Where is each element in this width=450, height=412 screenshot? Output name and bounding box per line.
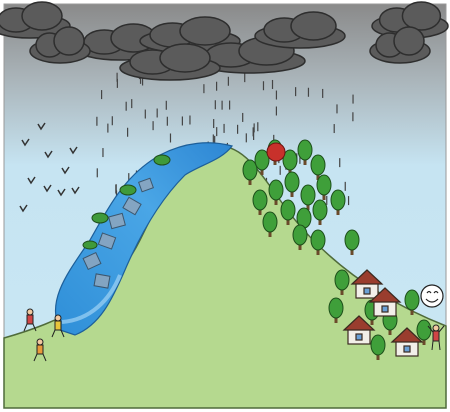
people — [23, 308, 445, 362]
houses — [342, 269, 424, 357]
smiley-bubble — [420, 284, 444, 308]
tree-crown — [328, 297, 344, 319]
tree-crown — [310, 229, 326, 251]
tree-crown — [297, 139, 313, 161]
cloud — [0, 1, 71, 39]
tree — [334, 269, 350, 295]
tree-crown — [404, 289, 420, 311]
cloud-puff — [21, 1, 63, 31]
cloud — [29, 26, 91, 64]
tree — [310, 229, 326, 255]
tree — [297, 139, 313, 165]
cloud-puff — [53, 26, 85, 56]
tree — [404, 289, 420, 315]
cloud — [254, 11, 346, 49]
tree — [316, 174, 332, 200]
tree-crown — [312, 199, 328, 221]
red-flower — [266, 142, 286, 162]
tree-crown — [242, 159, 258, 181]
tree-crown — [292, 224, 308, 246]
cloud-puff — [401, 1, 442, 31]
tree-crown — [282, 149, 298, 171]
cloud-puff — [179, 16, 231, 46]
tree — [370, 334, 386, 360]
tree-crown — [316, 174, 332, 196]
tree-crown — [416, 319, 432, 341]
tree — [242, 159, 258, 185]
cloud — [371, 1, 449, 39]
cloud-puff — [290, 11, 337, 41]
forest — [242, 139, 432, 360]
tree — [284, 171, 300, 197]
tree-crown — [310, 154, 326, 176]
tree — [344, 229, 360, 255]
cloud — [369, 26, 431, 64]
tree — [280, 199, 296, 225]
tree — [268, 179, 284, 205]
cloud — [139, 16, 241, 54]
tree-crown — [280, 199, 296, 221]
clouds — [0, 1, 449, 81]
cloud-puff — [159, 43, 211, 73]
tree-crown — [330, 189, 346, 211]
tree-crown — [334, 269, 350, 291]
tree-crown — [268, 179, 284, 201]
tree — [262, 211, 278, 237]
tree — [282, 149, 298, 175]
tree-crown — [254, 149, 270, 171]
tree — [292, 224, 308, 250]
tree-crown — [370, 334, 386, 356]
cloud — [119, 43, 221, 81]
tree-crown — [344, 229, 360, 251]
tree — [300, 184, 316, 210]
tree — [310, 154, 326, 180]
uprooted-plants — [82, 154, 171, 250]
tree — [252, 189, 268, 215]
tree-crown — [284, 171, 300, 193]
tree — [328, 297, 344, 323]
birds — [19, 122, 80, 213]
tree — [254, 149, 270, 175]
tree — [312, 199, 328, 225]
tree-crown — [262, 211, 278, 233]
tree-crown — [252, 189, 268, 211]
wave-foam — [61, 274, 122, 324]
debris — [82, 177, 154, 289]
tree — [330, 189, 346, 215]
tree-crown — [300, 184, 316, 206]
cloud-puff — [393, 26, 425, 56]
